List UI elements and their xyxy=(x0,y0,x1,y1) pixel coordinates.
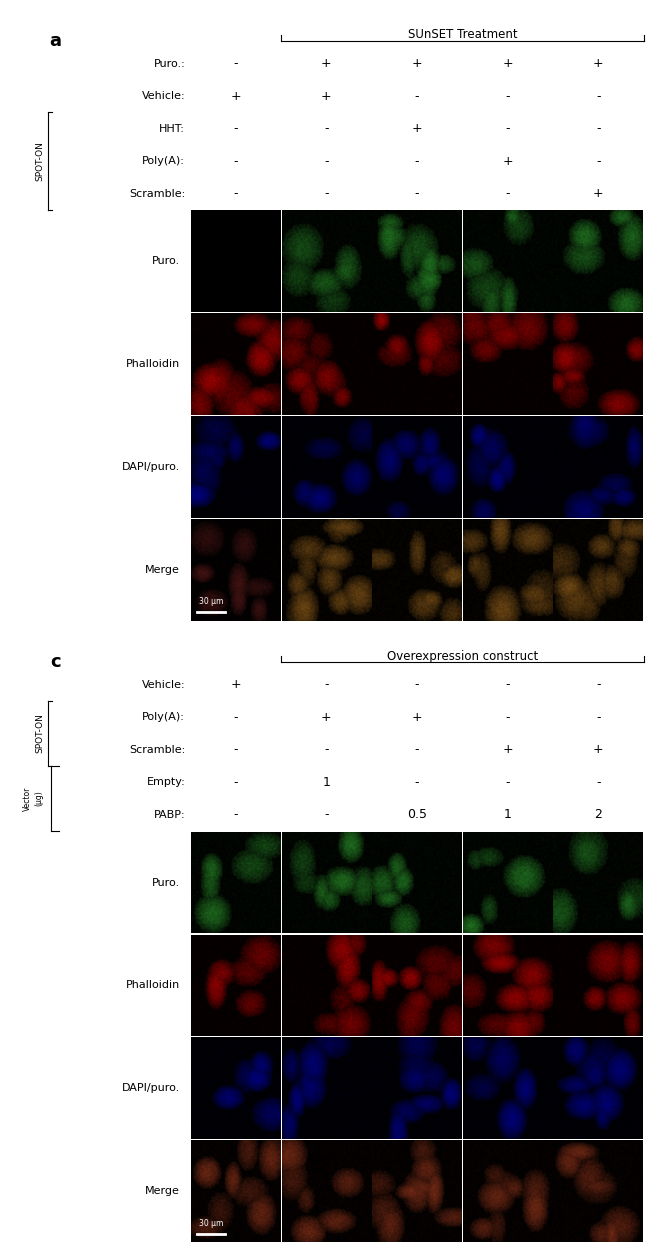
Text: -: - xyxy=(415,678,419,692)
Text: -: - xyxy=(233,808,238,821)
Text: +: + xyxy=(502,56,513,70)
Text: -: - xyxy=(505,678,510,692)
Text: +: + xyxy=(411,122,422,136)
Text: -: - xyxy=(596,678,601,692)
Text: 2: 2 xyxy=(594,808,602,821)
Text: 30 μm: 30 μm xyxy=(199,597,223,606)
Text: HHT:: HHT: xyxy=(159,123,185,133)
Text: -: - xyxy=(596,122,601,136)
Text: +: + xyxy=(321,710,332,724)
Text: -: - xyxy=(324,743,329,757)
Text: -: - xyxy=(505,89,510,103)
Text: -: - xyxy=(233,743,238,757)
Text: -: - xyxy=(324,678,329,692)
Text: 1: 1 xyxy=(322,776,330,789)
Text: +: + xyxy=(321,89,332,103)
Text: a: a xyxy=(49,31,61,50)
Text: DAPI/puro.: DAPI/puro. xyxy=(122,462,179,472)
Text: +: + xyxy=(231,89,241,103)
Text: -: - xyxy=(415,776,419,789)
Text: -: - xyxy=(324,808,329,821)
Text: -: - xyxy=(505,187,510,200)
Text: Vehicle:: Vehicle: xyxy=(142,92,185,102)
Text: 30 μm: 30 μm xyxy=(199,1219,223,1227)
Text: +: + xyxy=(231,678,241,692)
Text: -: - xyxy=(415,187,419,200)
Text: -: - xyxy=(415,154,419,168)
Text: Phalloidin: Phalloidin xyxy=(125,359,179,369)
Text: Puro.: Puro. xyxy=(151,877,179,887)
Text: SUnSET Treatment: SUnSET Treatment xyxy=(408,29,517,41)
Text: +: + xyxy=(411,56,422,70)
Text: Merge: Merge xyxy=(145,565,179,575)
Text: -: - xyxy=(596,154,601,168)
Text: Scramble:: Scramble: xyxy=(129,744,185,754)
Text: +: + xyxy=(502,154,513,168)
Text: -: - xyxy=(505,122,510,136)
Text: SPOT-ON: SPOT-ON xyxy=(36,141,45,181)
Text: Poly(A):: Poly(A): xyxy=(142,156,185,166)
Text: Puro.: Puro. xyxy=(151,256,179,266)
Text: -: - xyxy=(596,710,601,724)
Text: +: + xyxy=(321,56,332,70)
Text: -: - xyxy=(505,776,510,789)
Text: -: - xyxy=(415,89,419,103)
Text: Overexpression construct: Overexpression construct xyxy=(387,650,538,663)
Text: -: - xyxy=(233,56,238,70)
Text: +: + xyxy=(593,743,603,757)
Text: -: - xyxy=(596,89,601,103)
Text: Puro.:: Puro.: xyxy=(153,59,185,69)
Text: SPOT-ON: SPOT-ON xyxy=(36,714,45,753)
Text: Phalloidin: Phalloidin xyxy=(125,980,179,990)
Text: -: - xyxy=(233,710,238,724)
Text: -: - xyxy=(596,776,601,789)
Text: -: - xyxy=(324,122,329,136)
Text: PABP:: PABP: xyxy=(153,809,185,820)
Text: -: - xyxy=(233,122,238,136)
Text: +: + xyxy=(593,187,603,200)
Text: +: + xyxy=(593,56,603,70)
Text: +: + xyxy=(502,743,513,757)
Text: Vector
(μg): Vector (μg) xyxy=(23,787,43,811)
Text: -: - xyxy=(324,187,329,200)
Text: -: - xyxy=(324,154,329,168)
Text: DAPI/puro.: DAPI/puro. xyxy=(122,1083,179,1093)
Text: 1: 1 xyxy=(504,808,512,821)
Text: Merge: Merge xyxy=(145,1186,179,1196)
Text: -: - xyxy=(233,187,238,200)
Text: +: + xyxy=(411,710,422,724)
Text: Scramble:: Scramble: xyxy=(129,188,185,198)
Text: Poly(A):: Poly(A): xyxy=(142,713,185,723)
Text: Vehicle:: Vehicle: xyxy=(142,680,185,690)
Text: -: - xyxy=(233,776,238,789)
Text: -: - xyxy=(505,710,510,724)
Text: Empty:: Empty: xyxy=(146,777,185,787)
Text: c: c xyxy=(50,653,60,671)
Text: -: - xyxy=(415,743,419,757)
Text: 0.5: 0.5 xyxy=(407,808,427,821)
Text: -: - xyxy=(233,154,238,168)
